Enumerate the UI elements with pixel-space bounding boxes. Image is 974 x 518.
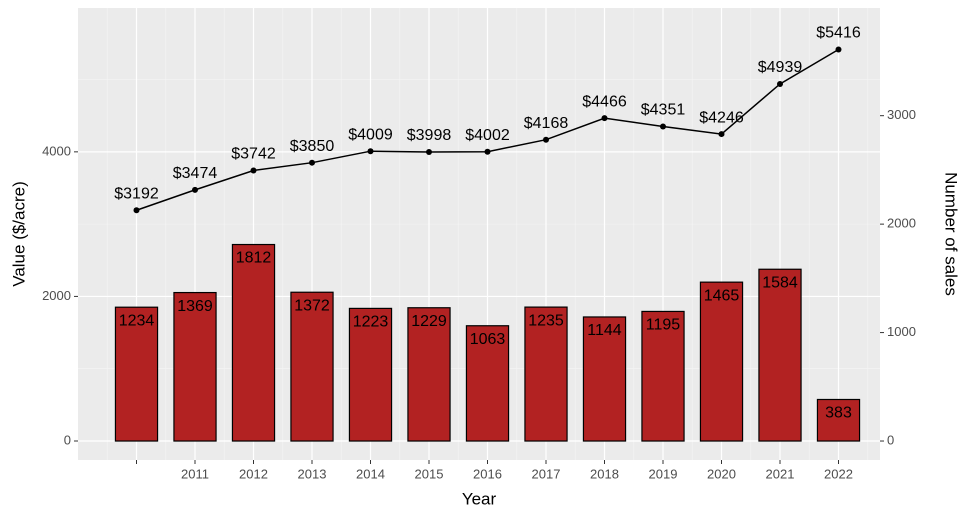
x-tick-label: 2011 bbox=[181, 466, 209, 481]
x-tick-label: 2014 bbox=[356, 466, 385, 481]
point-label: $3850 bbox=[290, 138, 335, 155]
bar-label: 1234 bbox=[119, 312, 155, 329]
point-label: $3474 bbox=[173, 165, 218, 182]
bar bbox=[758, 268, 802, 442]
bar bbox=[816, 398, 861, 442]
bar-label: 1144 bbox=[587, 322, 622, 339]
x-tick-label: 2021 bbox=[766, 466, 795, 481]
point-label: $3742 bbox=[231, 146, 276, 163]
x-axis-title: Year bbox=[462, 489, 497, 508]
y-axis-title: Value ($/acre) bbox=[9, 181, 28, 287]
bar bbox=[173, 291, 217, 442]
y2-tick-label: 3000 bbox=[887, 107, 916, 122]
bar bbox=[699, 281, 744, 442]
point-label: $4939 bbox=[758, 59, 803, 76]
x-tick-label: 2017 bbox=[532, 466, 561, 481]
bar-label: 1235 bbox=[528, 312, 564, 329]
point-label: $4246 bbox=[699, 109, 744, 126]
point bbox=[601, 115, 608, 122]
point-label: $5416 bbox=[816, 25, 861, 42]
bar-label: 1812 bbox=[236, 250, 272, 267]
point-label: $3192 bbox=[114, 185, 159, 202]
point-label: $4002 bbox=[465, 127, 510, 144]
point bbox=[718, 131, 725, 138]
y-tick-label: 0 bbox=[64, 432, 71, 447]
point bbox=[192, 186, 198, 193]
x-tick-label: 2015 bbox=[415, 466, 444, 481]
bar bbox=[407, 307, 451, 442]
bar bbox=[114, 306, 159, 442]
y2-tick-label: 0 bbox=[887, 432, 894, 447]
x-tick-label: 2013 bbox=[298, 466, 327, 481]
point bbox=[484, 148, 491, 155]
y-tick-label: 4000 bbox=[42, 143, 71, 158]
bar-label: 383 bbox=[825, 405, 852, 422]
point bbox=[660, 123, 666, 130]
point-label: $4466 bbox=[582, 93, 627, 110]
x-tick-label: 2019 bbox=[649, 466, 678, 481]
point bbox=[835, 46, 842, 53]
bar-label: 1369 bbox=[177, 298, 213, 315]
point bbox=[309, 159, 315, 166]
x-tick-label: 2020 bbox=[707, 466, 736, 481]
bar bbox=[290, 291, 334, 442]
y2-tick-label: 2000 bbox=[887, 216, 916, 231]
point-label: $4168 bbox=[524, 115, 569, 132]
x-tick-label: 2018 bbox=[590, 466, 619, 481]
bar-label: 1063 bbox=[470, 331, 506, 348]
bar bbox=[231, 243, 276, 442]
bar-label: 1223 bbox=[353, 314, 389, 331]
bar bbox=[348, 307, 393, 442]
bar-label: 1465 bbox=[704, 287, 740, 304]
x-tick-label: 2012 bbox=[239, 466, 268, 481]
bar bbox=[524, 306, 568, 442]
point bbox=[367, 148, 374, 155]
bar bbox=[582, 316, 627, 442]
bar bbox=[641, 310, 685, 442]
bar-label: 1584 bbox=[762, 274, 798, 291]
point bbox=[250, 167, 257, 174]
bar-label: 1372 bbox=[294, 297, 330, 314]
point bbox=[543, 136, 549, 143]
y-tick-label: 2000 bbox=[42, 288, 71, 303]
point bbox=[133, 207, 140, 214]
x-tick-label: 2022 bbox=[824, 466, 853, 481]
y2-axis-title: Number of sales bbox=[942, 172, 961, 296]
y2-tick-label: 1000 bbox=[887, 324, 916, 339]
x-tick-label: 2016 bbox=[473, 466, 502, 481]
point-label: $4351 bbox=[641, 102, 686, 119]
point-label: $4009 bbox=[348, 126, 393, 143]
point bbox=[426, 148, 432, 155]
point-label: $3998 bbox=[407, 127, 452, 144]
bar bbox=[465, 325, 510, 442]
bar-label: 1195 bbox=[646, 317, 681, 334]
point bbox=[777, 80, 783, 87]
bar-label: 1229 bbox=[411, 313, 447, 330]
